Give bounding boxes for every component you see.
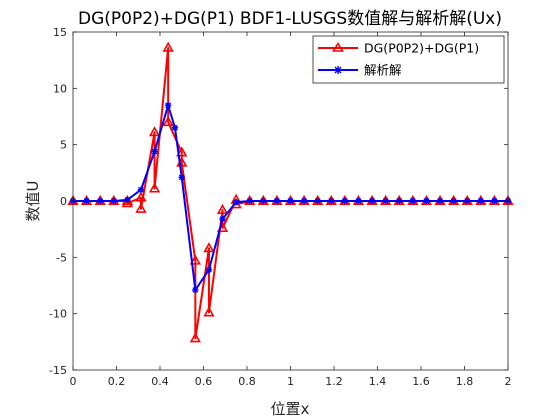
legend-label-series-2: 解析解 [364, 63, 402, 78]
series-1-point-17 [203, 306, 215, 317]
series-1-point-5 [121, 197, 134, 208]
x-tick-label-8: 1.6 [412, 375, 430, 388]
series-2-point-14 [246, 197, 253, 205]
x-tick-label-7: 1.4 [369, 375, 387, 388]
series-2-point-19 [314, 197, 321, 205]
y-tick-label-4: -5 [56, 251, 67, 264]
series-2-point-30 [464, 197, 471, 205]
series-2 [69, 102, 512, 294]
x-tick-label-6: 1.2 [325, 375, 343, 388]
series-1-point-14 [189, 254, 201, 265]
series-2-point-1 [83, 197, 90, 205]
series-2-point-11 [205, 266, 213, 273]
legend: DG(P0P2)+DG(P1) 解析解 [312, 35, 505, 84]
y-tick-label-5: -10 [49, 308, 67, 321]
series-1-point-12 [176, 146, 188, 157]
series-1-point-6 [135, 191, 147, 202]
series-2-point-26 [409, 197, 417, 205]
series-2-point-4 [124, 196, 131, 204]
y-tick-label-6: -15 [49, 364, 67, 377]
series-2-line [73, 104, 508, 292]
legend-marker-asterisk [334, 66, 342, 74]
series-2-point-9 [178, 174, 185, 181]
series-2-point-15 [260, 197, 267, 205]
series-1-point-10 [162, 41, 174, 52]
x-tick-label-2: 0.4 [151, 375, 169, 388]
series-1-point-8 [148, 126, 161, 137]
x-tick-label-5: 1 [287, 375, 294, 388]
series-2-point-2 [96, 197, 104, 205]
x-tick-label-0: 0 [70, 375, 77, 388]
series-2-point-23 [368, 197, 376, 205]
series-2-point-22 [355, 197, 362, 205]
chart-title: DG(P0P2)+DG(P1) BDF1-LUSGS数值解与解析解(Ux) [78, 9, 502, 29]
series-1-point-7 [135, 202, 147, 213]
legend-box [312, 35, 505, 84]
axes-layer: 0 0.2 0.4 0.6 0.8 1 1.2 1.4 1.6 1.8 2 15 10 5 0 -5 -10 -1… [49, 26, 511, 388]
series-2-point-17 [287, 197, 294, 205]
legend-label-series-1: DG(P0P2)+DG(P1) [364, 41, 479, 56]
series-1-point-9 [148, 182, 161, 193]
series-2-point-7 [164, 102, 172, 109]
series-1-point-18 [216, 203, 229, 214]
series-2-point-29 [450, 197, 457, 205]
y-tick-label-3: 0 [60, 195, 67, 208]
y-axis-title: 数值U [24, 181, 42, 222]
y-tick-label-0: 15 [53, 26, 67, 39]
series-2-point-25 [396, 197, 403, 205]
x-tick-label-3: 0.6 [195, 375, 213, 388]
series-1-point-16 [203, 242, 215, 253]
series-2-point-13 [232, 198, 240, 206]
x-axis-title: 位置x [271, 400, 310, 418]
series-2-point-16 [273, 197, 281, 205]
series-2-point-28 [436, 197, 444, 205]
legend-marker-triangle [332, 41, 344, 52]
series-1-point-11 [162, 115, 174, 127]
series-2-point-3 [110, 197, 117, 205]
series-2-point-6 [151, 148, 158, 155]
x-tick-label-1: 0.2 [108, 375, 126, 388]
x-tick-label-4: 0.8 [238, 375, 256, 388]
series-2-point-21 [341, 197, 349, 205]
x-tick-label-10: 2 [505, 375, 512, 388]
series-2-point-32 [491, 197, 498, 205]
x-tick-label-9: 1.8 [456, 375, 474, 388]
series-2-point-18 [300, 197, 308, 205]
series-2-point-5 [137, 186, 145, 193]
series-2-point-27 [423, 197, 430, 205]
series-1-point-15 [189, 332, 201, 343]
series-2-point-20 [328, 197, 335, 205]
series-2-point-10 [192, 286, 199, 294]
series-2-point-12 [219, 215, 226, 223]
y-tick-label-1: 10 [53, 82, 67, 95]
series-2-point-31 [477, 197, 485, 205]
series-2-point-8 [171, 124, 179, 131]
y-tick-label-2: 5 [60, 139, 67, 152]
series-layer [67, 41, 514, 343]
series-2-point-24 [382, 197, 389, 205]
